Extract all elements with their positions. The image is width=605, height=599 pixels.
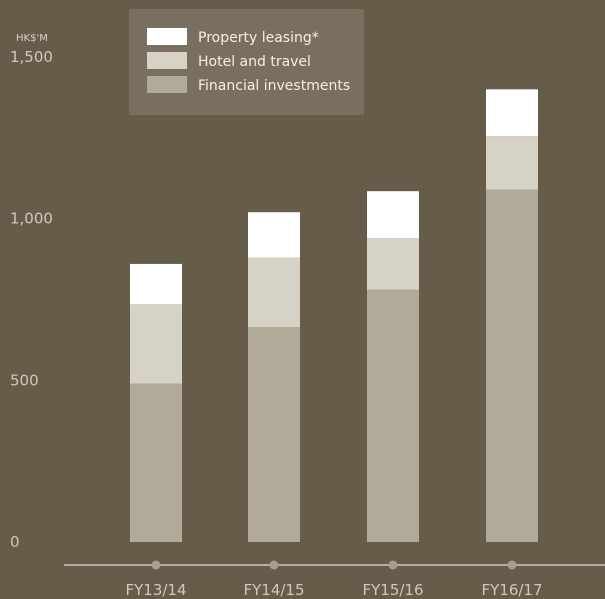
legend: Property leasing* Hotel and travel Financi… [129, 9, 364, 115]
bar-segment-hotel-and-travel [130, 304, 182, 384]
bar-segment-financial-investments [486, 189, 538, 543]
legend-label: Property leasing* [198, 30, 319, 46]
y-axis: HK$'M 0 500 1,000 1,500 [10, 33, 53, 551]
x-axis: FY13/14 FY14/15 FY15/16 FY16/17 [64, 560, 605, 599]
bar-segment-hotel-and-travel [486, 136, 538, 190]
bar-stack [367, 191, 419, 542]
y-tick-label: 500 [10, 371, 39, 389]
y-axis-unit-label: HK$'M [16, 33, 48, 44]
y-tick-label: 0 [10, 533, 20, 551]
x-axis-tick-dot [151, 560, 161, 570]
bar-stack [130, 263, 182, 542]
bar-segment-property-leasing [367, 191, 419, 239]
bar-segment-hotel-and-travel [248, 257, 300, 327]
legend-swatch [147, 76, 187, 93]
bar-segment-hotel-and-travel [367, 238, 419, 290]
x-axis-tick-dot [269, 560, 279, 570]
y-tick-label: 1,000 [10, 210, 53, 228]
y-tick-label: 1,500 [10, 48, 53, 66]
bar-stack [486, 89, 538, 543]
x-axis-tick-dot [507, 560, 517, 570]
bar-segment-financial-investments [130, 383, 182, 542]
bar-segment-property-leasing [130, 263, 182, 305]
legend-swatch [147, 28, 187, 45]
bars-group [130, 89, 538, 543]
x-axis-tick-dot [388, 560, 398, 570]
legend-label: Financial investments [198, 78, 350, 94]
bar-segment-property-leasing [248, 212, 300, 258]
legend-swatch [147, 52, 187, 69]
bar-segment-property-leasing [486, 89, 538, 137]
legend-label: Hotel and travel [198, 54, 311, 70]
x-tick-label: FY14/15 [243, 581, 304, 599]
x-tick-label: FY16/17 [481, 581, 542, 599]
bar-segment-financial-investments [248, 326, 300, 542]
x-tick-label: FY15/16 [362, 581, 423, 599]
x-tick-label: FY13/14 [125, 581, 186, 599]
bar-segment-financial-investments [367, 289, 419, 542]
bar-stack [248, 212, 300, 542]
